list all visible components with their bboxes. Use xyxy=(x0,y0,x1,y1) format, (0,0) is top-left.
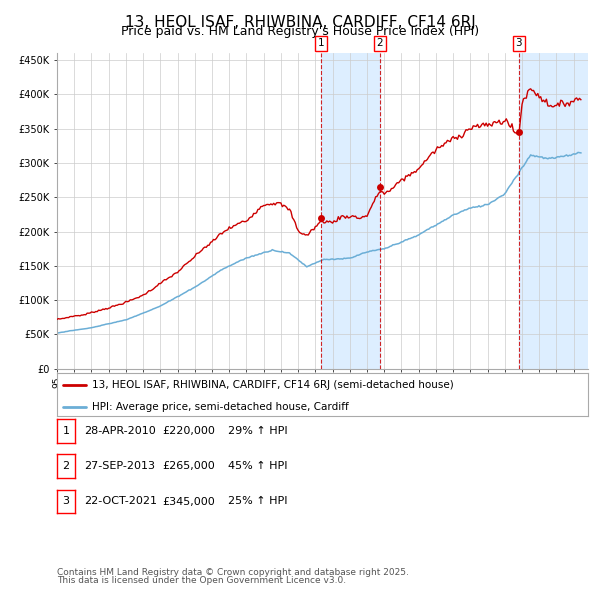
Text: 2: 2 xyxy=(62,461,70,471)
Text: This data is licensed under the Open Government Licence v3.0.: This data is licensed under the Open Gov… xyxy=(57,576,346,585)
Text: 2: 2 xyxy=(377,38,383,48)
Text: 22-OCT-2021: 22-OCT-2021 xyxy=(84,497,157,506)
Text: £220,000: £220,000 xyxy=(162,426,215,435)
Text: HPI: Average price, semi-detached house, Cardiff: HPI: Average price, semi-detached house,… xyxy=(92,402,348,412)
Text: £345,000: £345,000 xyxy=(162,497,215,506)
Text: 1: 1 xyxy=(318,38,325,48)
Text: 13, HEOL ISAF, RHIWBINA, CARDIFF, CF14 6RJ: 13, HEOL ISAF, RHIWBINA, CARDIFF, CF14 6… xyxy=(125,15,475,30)
Bar xyxy=(519,53,588,369)
Text: 28-APR-2010: 28-APR-2010 xyxy=(84,426,156,435)
Text: Price paid vs. HM Land Registry's House Price Index (HPI): Price paid vs. HM Land Registry's House … xyxy=(121,25,479,38)
Text: 1: 1 xyxy=(62,426,70,435)
Text: 13, HEOL ISAF, RHIWBINA, CARDIFF, CF14 6RJ (semi-detached house): 13, HEOL ISAF, RHIWBINA, CARDIFF, CF14 6… xyxy=(92,380,453,390)
Text: 45% ↑ HPI: 45% ↑ HPI xyxy=(228,461,287,471)
Text: 27-SEP-2013: 27-SEP-2013 xyxy=(84,461,155,471)
Text: 29% ↑ HPI: 29% ↑ HPI xyxy=(228,426,287,435)
Text: £265,000: £265,000 xyxy=(162,461,215,471)
Text: 3: 3 xyxy=(62,497,70,506)
Text: 3: 3 xyxy=(515,38,522,48)
Bar xyxy=(321,53,380,369)
Text: 25% ↑ HPI: 25% ↑ HPI xyxy=(228,497,287,506)
Text: Contains HM Land Registry data © Crown copyright and database right 2025.: Contains HM Land Registry data © Crown c… xyxy=(57,568,409,577)
